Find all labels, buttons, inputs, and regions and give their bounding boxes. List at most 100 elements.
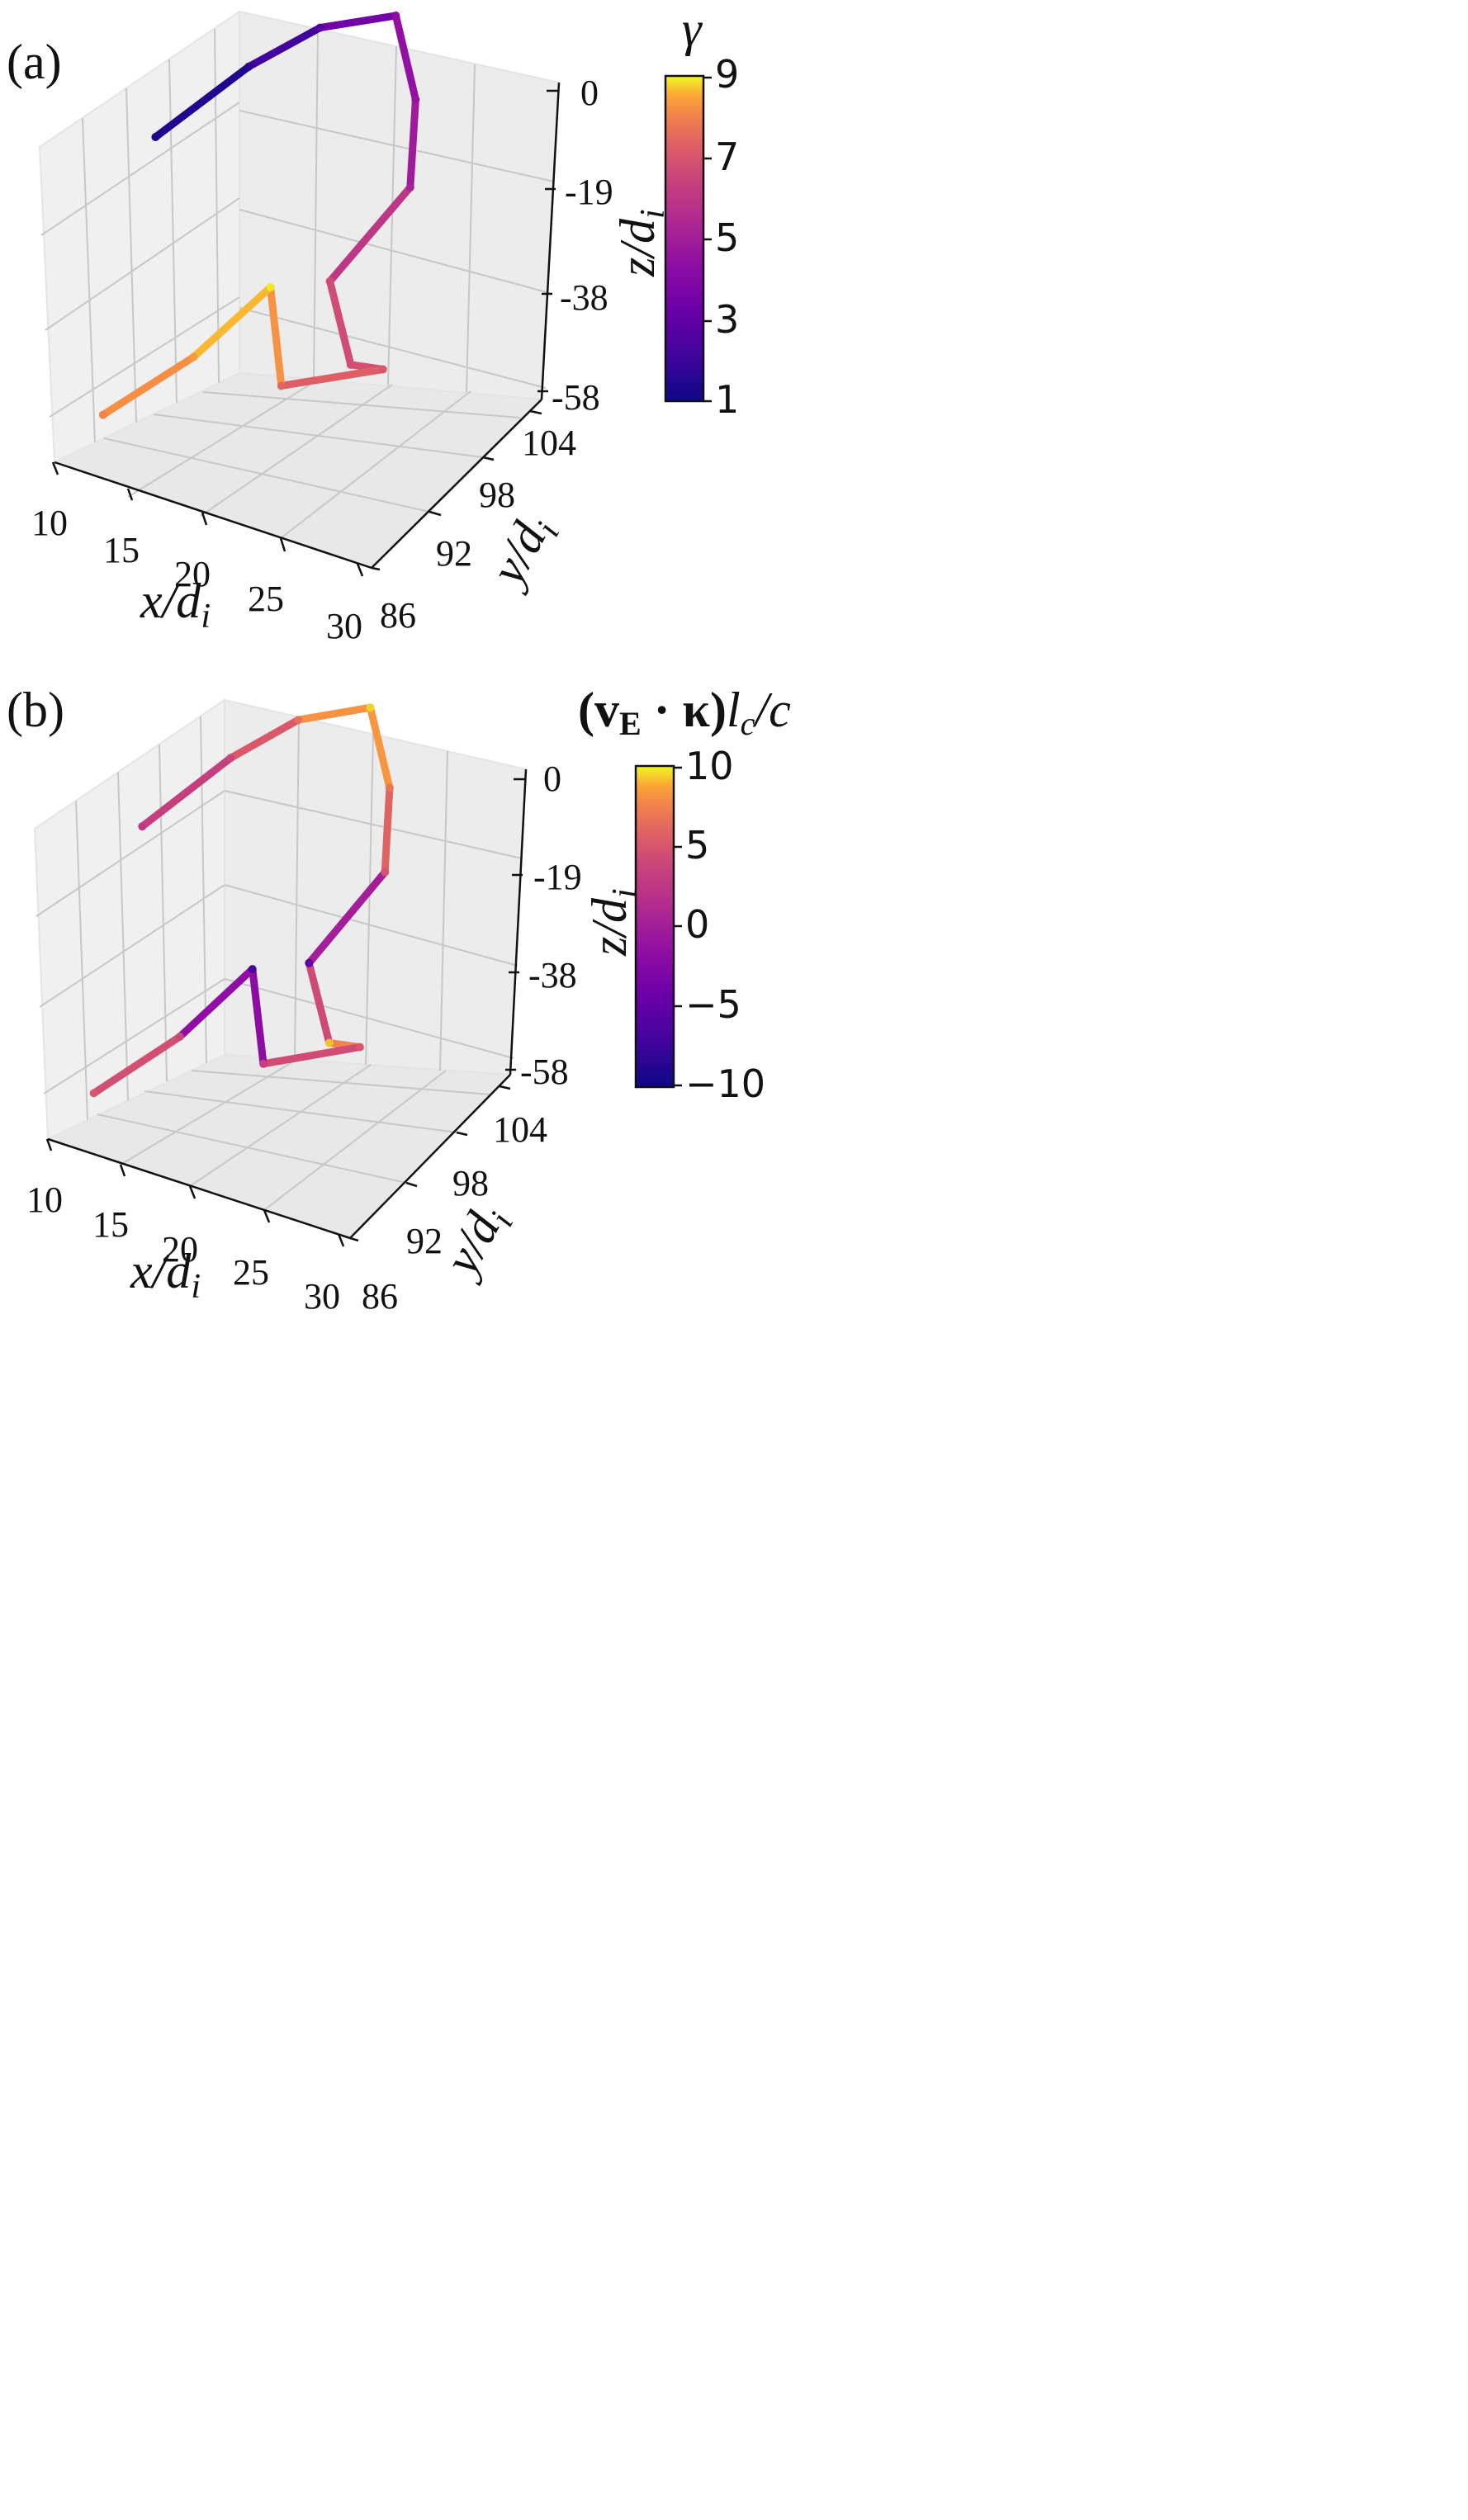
panel-a-trajectory-point	[98, 410, 107, 419]
panel-a-xtick-30: 30	[326, 606, 362, 646]
panel-b-xtick-30: 30	[304, 1276, 340, 1317]
panel-b-trajectory-segment	[90, 1033, 184, 1097]
panel-a-trajectory	[98, 11, 420, 419]
panel-b-z-axis	[509, 768, 528, 1076]
panel-b-trajectory-point	[381, 868, 390, 877]
panel-a-label: (a)	[7, 35, 62, 89]
panel-b-xlabel: x/di	[130, 1244, 201, 1306]
panel-a-trajectory-segment	[151, 63, 253, 141]
panel-a-trajectory-point	[378, 365, 387, 374]
panel-b-zlabel: z/di	[582, 888, 644, 957]
panel-a-z-axis	[540, 82, 561, 400]
panel-a-ztick-m38: -38	[560, 277, 609, 318]
panel-b-trajectory-segment	[294, 703, 374, 724]
panel-b-colorbar-ticks	[674, 766, 682, 1087]
panel-b-cbtick-m10: −10	[685, 1061, 765, 1106]
panel-b-label: (b)	[7, 683, 64, 737]
panel-b-x-axis	[47, 1137, 351, 1240]
panel-a-trajectory-segment	[326, 183, 414, 286]
panel-a-trajectory-point	[391, 11, 400, 20]
panel-a-cbtick-7: 7	[715, 135, 739, 179]
panel-a-trajectory-segment	[406, 96, 419, 191]
panel-b-cbtick-0: 0	[685, 902, 709, 947]
panel-b-trajectory-point	[324, 1038, 334, 1047]
panel-b-ytick-104: 104	[493, 1109, 547, 1150]
panel-b-trajectory-point	[226, 754, 235, 763]
panel-b-trajectory-point	[138, 822, 147, 831]
panel-a-ytick-98: 98	[479, 475, 515, 515]
panel-a-trajectory-segment	[326, 277, 355, 369]
panel-a-ztick-m58: -58	[552, 377, 600, 418]
panel-a-trajectory-segment	[267, 283, 286, 390]
panel-a-trajectory-segment	[316, 12, 400, 32]
panel-b-ytick-98: 98	[452, 1163, 489, 1203]
panel-a-ytick-92: 92	[436, 533, 472, 574]
panel-b-trajectory-point	[248, 965, 257, 974]
panel-a-trajectory-point	[189, 352, 198, 362]
panel-b-trajectory-point	[259, 1059, 268, 1068]
panel-a-zlabel: z/di	[610, 209, 672, 277]
panel-a-trajectory-point	[244, 62, 253, 71]
panel-b-trajectory-point	[89, 1089, 98, 1098]
panel-a-trajectory-segment	[99, 353, 198, 419]
panel-a-trajectory-segment	[277, 366, 387, 390]
panel-a-ytick-86: 86	[380, 595, 416, 636]
panel-a-trajectory-segment	[190, 283, 275, 361]
panel-b-xtick-10: 10	[26, 1180, 63, 1220]
panel-a: (a)	[7, 2, 739, 646]
panel-b-trajectory-point	[175, 1033, 184, 1041]
panel-b-ylabel: y/di	[431, 1195, 521, 1291]
panel-a-trajectory-point	[325, 277, 334, 286]
panel-b-xtick-25: 25	[233, 1252, 269, 1293]
panel-b-tick-marks	[45, 778, 526, 1247]
panel-b-ztick-0: 0	[543, 759, 561, 799]
panel-b-cbtick-5: 5	[685, 823, 709, 868]
panel-b-trajectory-point	[305, 958, 314, 967]
panel-b-xtick-15: 15	[92, 1204, 129, 1245]
panel-b-trajectory-segment	[249, 965, 268, 1068]
panel-a-trajectory-point	[151, 133, 160, 141]
panel-a-cbtick-9: 9	[715, 52, 739, 97]
panel-a-x-axis	[54, 461, 372, 570]
panel-b-colorbar	[634, 764, 675, 1089]
panel-b-colorbar-title: (vE · κ)lc/c	[578, 683, 791, 742]
panel-a-trajectory-point	[315, 23, 324, 32]
panel-a-xtick-15: 15	[103, 530, 140, 570]
panel-a-ylabel: y/di	[477, 505, 567, 601]
panel-a-trajectory-segment	[244, 24, 324, 71]
panel-b-trajectory	[89, 703, 394, 1098]
panel-a-cbtick-1: 1	[715, 377, 739, 422]
panel-a-trajectory-point	[405, 183, 414, 191]
panel-b-trajectory-segment	[305, 959, 334, 1047]
panel-a-ztick-0: 0	[580, 73, 599, 113]
panel-b-ytick-86: 86	[362, 1276, 398, 1317]
panel-a-colorbar-title: γ	[682, 2, 703, 56]
panel-a-ytick-104: 104	[522, 423, 576, 463]
panel-a-trajectory-point	[277, 381, 286, 390]
panel-b-cbtick-m5: −5	[685, 982, 741, 1027]
panel-a-trajectory-point	[266, 283, 275, 291]
panel-b-cbtick-10: 10	[685, 744, 734, 788]
panel-b-ztick-m38: -38	[528, 955, 577, 995]
panel-a-cbtick-3: 3	[715, 297, 739, 342]
panel-b-trajectory-point	[294, 716, 303, 725]
panel-b-xtick-20: 20	[162, 1229, 198, 1269]
panel-b-trajectory-segment	[138, 754, 234, 830]
panel-b-trajectory-point	[366, 703, 375, 712]
panel-a-xtick-25: 25	[248, 579, 284, 619]
panel-b-grid	[36, 716, 523, 1211]
panel-a-trajectory-point	[411, 95, 420, 104]
panel-b-trajectory-segment	[367, 703, 394, 792]
panel-a-grid	[40, 28, 555, 539]
panel-a-xtick-20: 20	[174, 554, 211, 594]
panel-b-y-axis	[349, 1074, 511, 1239]
panel-b-ztick-m58: -58	[520, 1052, 569, 1092]
panel-b-trajectory-segment	[381, 783, 394, 877]
panel-a-cbtick-5: 5	[715, 215, 739, 260]
panel-b-trajectory-point	[355, 1043, 364, 1052]
panel-a-xlabel: x/di	[140, 574, 211, 636]
panel-a-colorbar	[664, 74, 705, 403]
panel-a-trajectory-point	[346, 360, 355, 369]
panel-a-ztick-m19: -19	[565, 172, 613, 212]
